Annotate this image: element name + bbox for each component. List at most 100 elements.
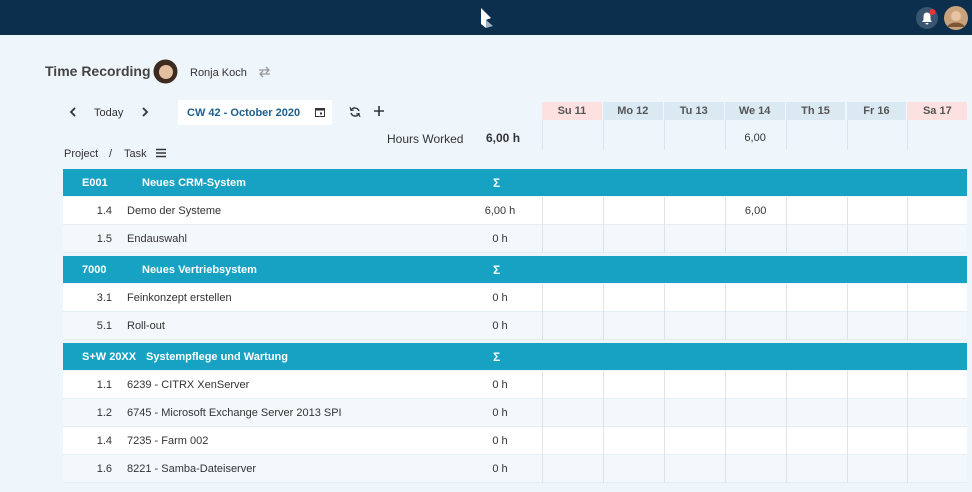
day-cell[interactable] [724,225,786,253]
day-cell[interactable] [785,225,847,253]
task-id: 1.5 [96,233,112,245]
day-header: Th 15 [785,102,846,120]
task-hours: 0 h [492,435,508,447]
day-cell[interactable] [602,284,664,312]
day-cell[interactable] [907,371,968,399]
day-cell[interactable] [785,284,847,312]
day-cell[interactable] [602,225,664,253]
day-cell[interactable] [663,455,725,483]
day-cell[interactable] [846,399,908,427]
project-sum: Σ [493,176,501,190]
day-cell[interactable] [663,427,725,455]
day-cell[interactable] [785,427,847,455]
day-header: Su 11 [542,102,602,120]
day-cell[interactable] [542,312,603,340]
day-cell[interactable]: 6,00 [724,197,786,225]
day-header: Tu 13 [663,102,724,120]
day-cell[interactable] [663,399,725,427]
day-cell[interactable] [907,284,968,312]
day-cell[interactable] [846,197,908,225]
day-cell[interactable] [663,225,725,253]
day-cell[interactable] [907,427,968,455]
hours-worked-total: 6,00 h [486,131,521,145]
task-name: 6239 - CITRX XenServer [127,379,250,391]
project-code: E001 [82,177,108,189]
day-cell[interactable] [846,427,908,455]
day-cell[interactable] [724,455,786,483]
day-cell[interactable] [663,197,725,225]
calendar-icon [315,108,325,117]
day-cell[interactable] [846,225,908,253]
day-cell[interactable] [785,399,847,427]
day-cell[interactable] [602,427,664,455]
day-cell[interactable] [663,284,725,312]
day-divider [846,120,848,150]
task-row: 5.1 Roll-out 0 h [63,312,967,340]
column-settings[interactable] [155,147,167,159]
day-cell[interactable] [724,284,786,312]
day-cell[interactable] [724,371,786,399]
task-row: 1.4 Demo der Systeme 6,00 h 6,00 [63,197,967,225]
project-sum: Σ [493,263,501,277]
add-entry[interactable] [373,105,385,117]
day-cell[interactable] [907,312,968,340]
day-cell[interactable] [846,284,908,312]
day-cell[interactable] [602,371,664,399]
task-id: 1.4 [96,205,112,217]
day-cell[interactable] [542,371,603,399]
task-hours: 6,00 h [484,205,516,217]
task-id: 1.6 [96,463,112,475]
day-cell[interactable] [663,312,725,340]
project-row[interactable]: E001 Neues CRM-System Σ [63,169,967,196]
day-cell[interactable] [724,427,786,455]
day-cell[interactable] [785,455,847,483]
day-cell[interactable] [602,399,664,427]
day-hours: 6,00 [744,205,767,217]
day-cell[interactable] [907,225,968,253]
project-row[interactable]: S+W 20XX Systempflege und Wartung Σ [63,343,967,370]
prev-week[interactable] [67,106,79,118]
day-cell[interactable] [602,455,664,483]
day-cell[interactable] [542,197,603,225]
day-cell[interactable] [846,312,908,340]
day-cell[interactable] [785,197,847,225]
day-cell[interactable] [602,312,664,340]
project-sum: Σ [493,350,501,364]
today-button[interactable]: Today [94,107,124,119]
day-cell[interactable] [602,197,664,225]
task-row: 1.5 Endauswahl 0 h [63,225,967,253]
week-picker[interactable]: CW 42 - October 2020 [178,100,332,125]
column-separator: / [109,148,113,160]
task-hours: 0 h [492,320,508,332]
day-cell[interactable] [724,312,786,340]
day-cell[interactable] [785,371,847,399]
notification-bell[interactable] [915,6,939,30]
project-row[interactable]: 7000 Neues Vertriebsystem Σ [63,256,967,283]
day-cell[interactable] [542,399,603,427]
day-total: 6,00 [744,132,766,144]
day-cell[interactable] [907,455,968,483]
user-name: Ronja Koch [190,67,247,79]
refresh[interactable] [349,106,361,118]
day-cell[interactable] [663,371,725,399]
day-cell[interactable] [542,455,603,483]
day-cell[interactable] [907,197,968,225]
logo[interactable] [478,6,496,30]
day-cell[interactable] [785,312,847,340]
day-cell[interactable] [724,399,786,427]
next-week[interactable] [139,106,151,118]
day-cell[interactable] [846,455,908,483]
task-row: 1.2 6745 - Microsoft Exchange Server 2013… [63,399,967,427]
day-cell[interactable] [542,284,603,312]
day-cell[interactable] [846,371,908,399]
day-cell[interactable] [907,399,968,427]
task-name: Demo der Systeme [127,205,222,217]
switch-user[interactable] [258,66,271,78]
user-avatar[interactable] [943,5,969,31]
day-header: Mo 12 [602,102,663,120]
day-cell[interactable] [542,427,603,455]
day-divider [602,120,604,150]
task-id: 1.1 [96,379,112,391]
day-cell[interactable] [542,225,603,253]
task-row: 1.6 8221 - Samba-Dateiserver 0 h [63,455,967,483]
